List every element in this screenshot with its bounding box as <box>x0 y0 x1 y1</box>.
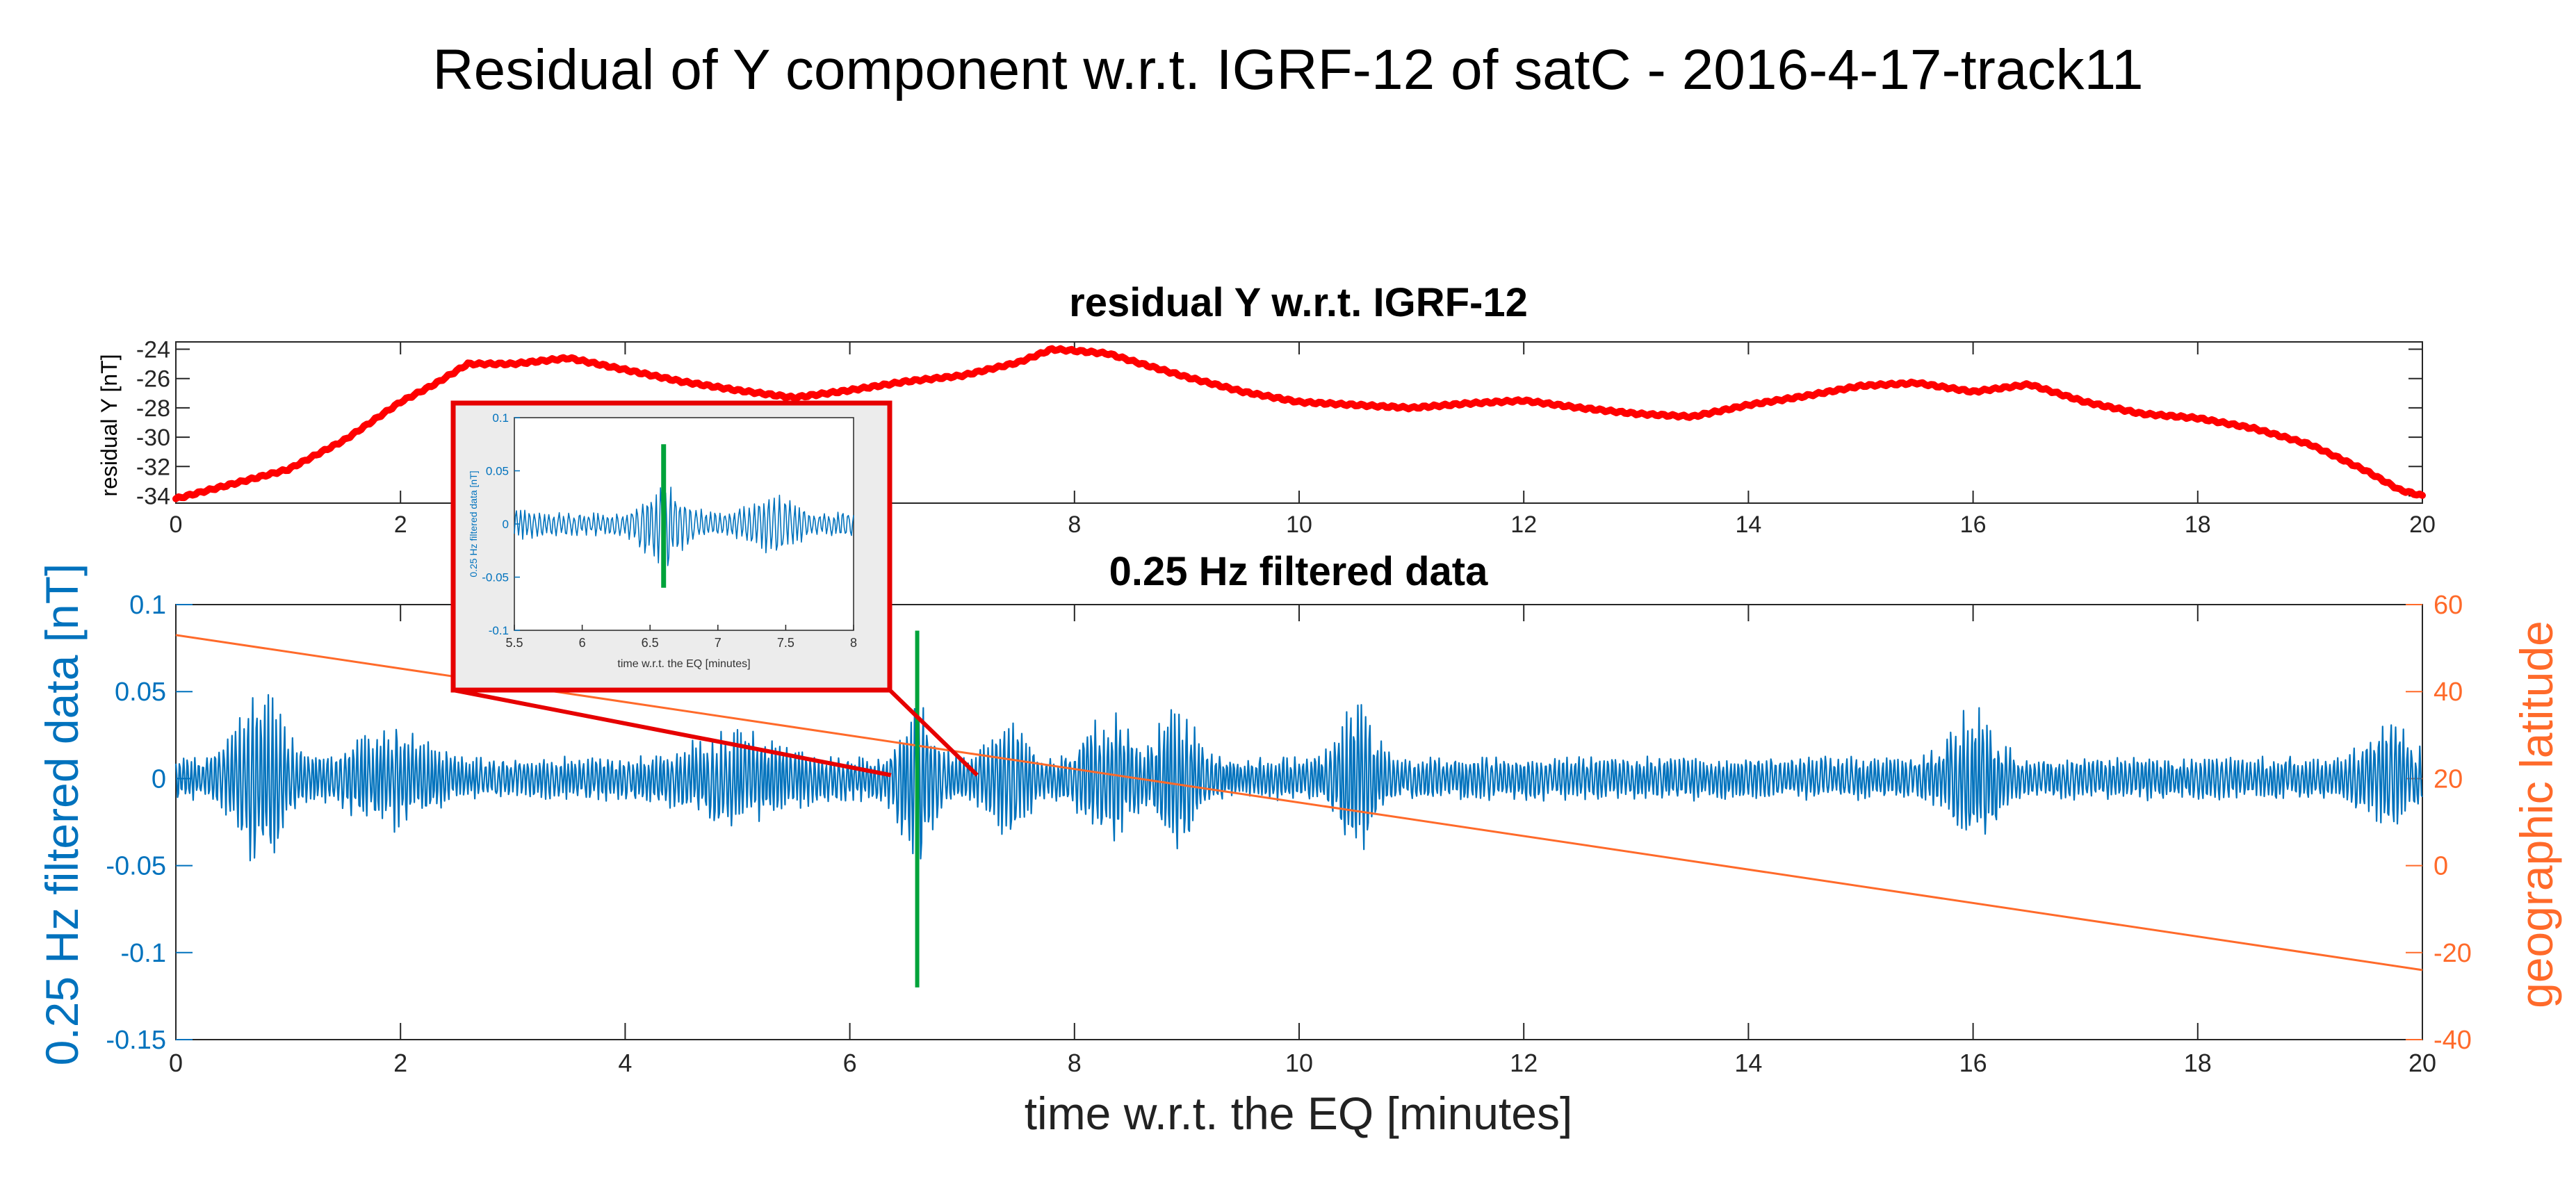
filtered-y-tick-label: 0.05 <box>115 678 166 707</box>
inset-y-tick-label: -0.1 <box>489 624 509 637</box>
residual-y-series-line <box>172 345 2426 502</box>
residual-x-tick-label: 10 <box>1286 511 1312 538</box>
filtered-x-tick-label: 20 <box>2408 1049 2436 1077</box>
residual-x-tick-label: 2 <box>394 511 407 538</box>
filtered-y-tick-label: -0.15 <box>106 1026 166 1055</box>
latitude-y-tick-label: 0 <box>2434 852 2448 881</box>
inset-y-tick-label: -0.05 <box>482 571 509 584</box>
inset-y-tick-label: 0 <box>503 518 509 531</box>
filtered-x-tick-label: 2 <box>393 1049 407 1077</box>
filtered-x-tick-label: 10 <box>1285 1049 1313 1077</box>
inset-x-axis-label: time w.r.t. the EQ [minutes] <box>617 658 750 670</box>
filtered-x-tick-label: 0 <box>169 1049 183 1077</box>
zoom-connector-left <box>453 688 892 778</box>
residual-panel-title: residual Y w.r.t. IGRF-12 <box>1069 280 1528 325</box>
latitude-y-tick-label: 20 <box>2434 764 2463 794</box>
filtered-x-ticks: 0 2 4 6 8 10 12 14 16 18 20 <box>169 605 2436 1077</box>
residual-y-tick-label: -26 <box>136 366 170 393</box>
filtered-y-tick-label: -0.1 <box>121 939 166 968</box>
inset-x-tick-label: 7 <box>715 636 722 650</box>
inset-x-tick-label: 6.5 <box>642 636 659 650</box>
residual-y-tick-label: -24 <box>136 337 170 363</box>
residual-y-axis-label: residual Y [nT] <box>97 354 122 496</box>
residual-y-tick-label: -32 <box>136 454 170 480</box>
filtered-panel-title: 0.25 Hz filtered data <box>1109 549 1488 594</box>
residual-y-tick-label: -34 <box>136 483 170 509</box>
inset-x-tick-label: 7.5 <box>777 636 794 650</box>
filtered-y-tick-label: 0.1 <box>129 591 166 620</box>
inset-x-tick-label: 6 <box>579 636 586 650</box>
inset-x-tick-label: 5.5 <box>505 636 523 650</box>
inset-x-tick-label: 8 <box>850 636 857 650</box>
zoom-connector-right <box>888 688 979 777</box>
residual-x-tick-label: 0 <box>170 511 183 538</box>
inset-filtered-data-line <box>514 486 854 566</box>
residual-x-tick-label: 18 <box>2185 511 2211 538</box>
filtered-x-tick-label: 4 <box>618 1049 632 1077</box>
filtered-panel: 0.25 Hz filtered data 0.25 Hz filtered d… <box>36 549 2562 1139</box>
latitude-y-tick-label: -40 <box>2434 1026 2472 1055</box>
inset-y-ticks: -0.1 -0.05 0 0.05 0.1 <box>482 411 520 637</box>
filtered-y-axis-label: 0.25 Hz filtered data [nT] <box>36 564 88 1066</box>
filtered-y-tick-label: 0 <box>152 764 166 794</box>
latitude-y-axis-label: geographic latitude <box>2511 621 2562 1008</box>
residual-x-tick-label: 8 <box>1068 511 1081 538</box>
zoom-inset: 0.25 Hz filtered data [nT] time w.r.t. t… <box>450 400 892 693</box>
filtered-x-tick-label: 8 <box>1068 1049 1082 1077</box>
zoom-connectors <box>453 688 979 778</box>
residual-x-tick-label: 20 <box>2409 511 2436 538</box>
time-x-axis-label: time w.r.t. the EQ [minutes] <box>1025 1088 1573 1139</box>
residual-x-tick-label: 14 <box>1735 511 1761 538</box>
inset-x-ticks: 5.5 6 6.5 7 7.5 8 <box>505 625 857 650</box>
residual-x-tick-label: 12 <box>1510 511 1537 538</box>
residual-y-tick-label: -30 <box>136 425 170 451</box>
filtered-x-tick-label: 16 <box>1959 1049 1987 1077</box>
latitude-y-ticks: -40 -20 0 20 40 60 <box>2406 591 2472 1055</box>
filtered-x-tick-label: 18 <box>2184 1049 2212 1077</box>
filtered-data-series-line <box>174 694 2423 862</box>
latitude-y-tick-label: 40 <box>2434 678 2463 707</box>
filtered-y-tick-label: -0.05 <box>106 852 166 881</box>
inset-y-tick-label: 0.05 <box>486 465 509 478</box>
filtered-x-tick-label: 6 <box>843 1049 857 1077</box>
filtered-x-tick-label: 12 <box>1510 1049 1538 1077</box>
latitude-y-tick-label: 60 <box>2434 591 2463 620</box>
inset-y-tick-label: 0.1 <box>492 411 509 425</box>
filtered-y-ticks: -0.15 -0.1 -0.05 0 0.05 0.1 <box>106 591 193 1055</box>
latitude-y-tick-label: -20 <box>2434 939 2472 968</box>
residual-y-tick-label: -28 <box>136 395 170 422</box>
inset-y-axis-label: 0.25 Hz filtered data [nT] <box>468 470 479 577</box>
residual-panel: residual Y w.r.t. IGRF-12 residual Y [nT… <box>97 280 2436 538</box>
residual-x-tick-label: 16 <box>1960 511 1987 538</box>
figure-title: Residual of Y component w.r.t. IGRF-12 o… <box>432 38 2143 101</box>
filtered-x-tick-label: 14 <box>1734 1049 1762 1077</box>
